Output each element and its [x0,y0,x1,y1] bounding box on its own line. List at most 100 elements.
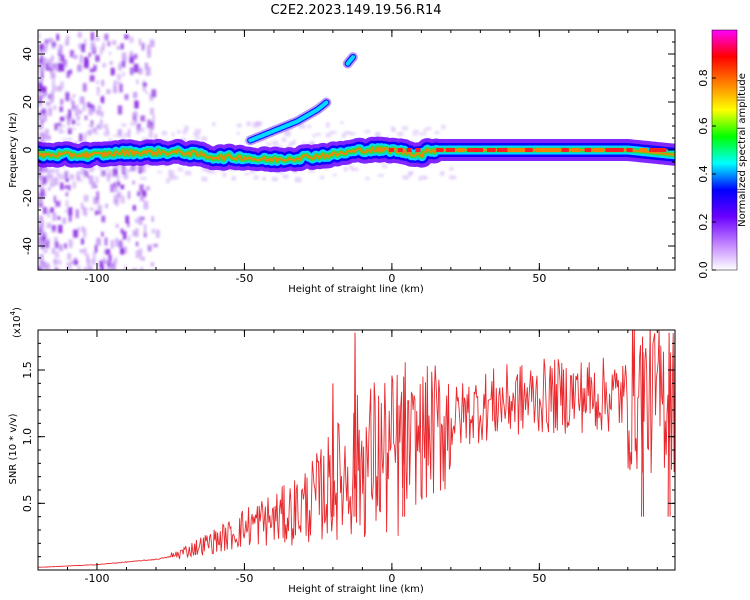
speckle [96,191,100,201]
speckle [60,81,64,90]
speckle [79,96,84,104]
speckle [113,259,116,269]
haze-cell [253,175,259,180]
speckle [45,43,48,49]
haze-cell [48,168,56,173]
speckle [142,86,146,92]
haze-cell [173,176,179,180]
speckle [47,209,50,218]
speckle [115,238,119,247]
haze-cell [325,133,332,138]
haze-cell [177,167,183,172]
speckle [120,248,125,255]
speckle [73,54,78,59]
speckle [60,244,63,252]
speckle [118,61,121,68]
speckle [47,187,51,191]
speckle [153,243,158,248]
speckle [116,73,122,81]
speckle [54,177,59,186]
haze-cell [449,167,454,171]
haze-cell [252,122,259,128]
haze-cell [418,176,422,181]
speckle [38,89,42,94]
hot-spot [525,148,533,152]
speckle [76,176,81,181]
haze-cell [113,134,118,137]
speckle [127,191,131,199]
speckle [44,175,49,183]
speckle [54,251,60,258]
haze-cell [282,174,289,179]
speckle [53,259,58,264]
haze-cell [326,122,330,128]
speckle [148,129,154,139]
speckle [83,267,89,270]
speckle [56,168,59,177]
speckle [117,129,122,137]
speckle [89,75,95,82]
speckle [83,39,87,47]
speckle [68,207,73,216]
speckle [135,250,141,259]
haze-cell [402,126,408,130]
speckle [139,184,144,192]
speckle [99,260,104,268]
speckle [102,41,106,47]
speckle [60,116,65,122]
speckle [39,121,43,130]
speckle [58,244,62,251]
speckle [135,228,139,237]
speckle [136,79,139,85]
spectrogram-ylabel: Frequency (Hz) [8,112,19,188]
speckle [43,113,47,122]
speckle [51,64,55,69]
haze-cell [308,168,315,173]
haze-cell [80,165,86,170]
speckle [69,174,75,180]
y-tick-label: 0 [21,147,34,154]
speckle [122,57,127,63]
speckle [84,59,89,69]
snr-panel: -100 -50 0 50 0.5 1.0 1.5 Height of straight l… [8,307,676,595]
haze-cell [434,131,440,135]
speckle [91,181,96,189]
speckle [143,232,147,238]
haze-cell [58,129,65,134]
haze-cell [176,130,181,134]
ridge-2-layer-2 [345,55,356,66]
speckle [113,85,118,94]
speckle [104,33,109,41]
speckle [40,87,45,92]
haze-cell [340,121,344,124]
speckle [78,109,82,115]
haze-cell [244,172,250,176]
haze-cell [329,130,337,134]
speckle [40,119,45,123]
haze-cell [161,131,168,136]
speckle [42,86,46,93]
speckle [129,55,134,64]
speckle [54,123,58,131]
speckle [151,228,156,234]
speckle [127,221,130,228]
speckle [51,212,55,222]
haze-cell [307,125,312,128]
haze-cell [104,165,109,170]
haze-cell [236,123,242,128]
speckle [132,180,135,185]
spectrogram-panel: -100 -50 0 50 -40 -20 0 20 40 Height of straight… [8,29,676,295]
haze-cell [99,125,106,129]
haze-cell [332,174,337,177]
speckle [60,182,64,190]
snr-multiplier-close: ) [12,307,23,311]
haze-cell [85,131,90,136]
speckle [103,260,109,264]
speckle [68,114,71,122]
speckle [99,119,103,126]
speckle [42,58,48,66]
speckle [74,108,79,116]
haze-cell [79,178,84,182]
y-tick-label: 1.0 [21,428,34,446]
haze-cell [108,139,112,142]
